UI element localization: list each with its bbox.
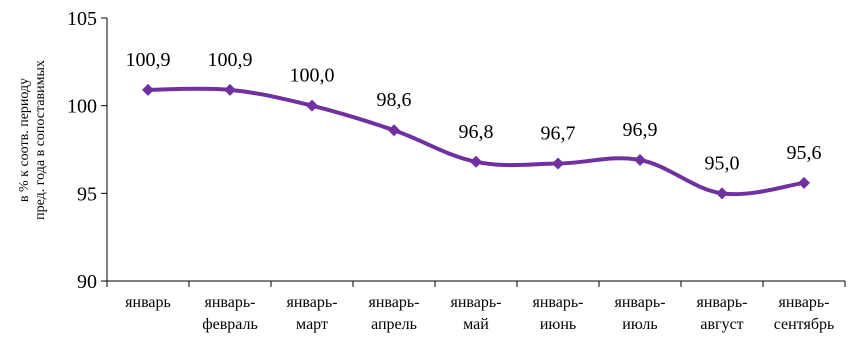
x-tick-label: январь-август xyxy=(697,294,748,333)
data-label: 96,8 xyxy=(459,121,494,143)
x-tick-label-line: январь- xyxy=(205,294,256,311)
data-point-marker xyxy=(470,155,482,168)
data-label: 100,0 xyxy=(290,65,335,87)
y-tick-label: 100 xyxy=(67,96,97,118)
y-axis-title-line-2: пред. года в сопоставимых xyxy=(33,60,48,220)
data-point-marker xyxy=(224,83,236,96)
x-tick-label-line: январь- xyxy=(451,294,502,311)
x-tick-label-line: январь- xyxy=(287,294,338,311)
x-tick-label-line: май xyxy=(463,316,489,333)
x-tick-label: январь-май xyxy=(451,294,502,333)
data-point-marker xyxy=(798,176,810,189)
x-tick-label: январь-март xyxy=(287,294,338,333)
axes xyxy=(106,18,845,282)
data-point-marker xyxy=(634,154,646,167)
series-markers xyxy=(142,83,810,200)
x-tick-label-line: январь xyxy=(125,294,171,311)
x-tick-label-line: январь- xyxy=(615,294,666,311)
y-tick-label: 95 xyxy=(77,183,97,205)
x-tick-label-line: январь- xyxy=(779,294,830,311)
x-tick-label: январь xyxy=(125,294,171,311)
x-tick-label: январь-июль xyxy=(615,294,666,333)
data-labels: 100,9 100,9 100,0 98,6 96,8 96,7 96,9 95,0 95,6 xyxy=(126,49,822,174)
y-axis-title: в % к соотв. периоду пред. года в сопост… xyxy=(17,60,48,220)
x-tick-label: январь-февраль xyxy=(202,294,258,333)
data-label: 98,6 xyxy=(377,89,412,111)
data-point-marker xyxy=(306,99,318,112)
x-tick-label: январь-апрель xyxy=(369,294,420,333)
data-point-marker xyxy=(716,187,728,200)
y-axis-title-line-1: в % к соотв. периоду xyxy=(17,78,32,202)
x-tick-label-line: апрель xyxy=(371,316,417,333)
data-point-marker xyxy=(142,83,154,96)
x-tick-label: январь-сентябрь xyxy=(774,294,835,333)
x-tick-label-line: сентябрь xyxy=(774,316,835,333)
data-label: 95,0 xyxy=(705,152,740,174)
x-axis-ticks: январь январь-февральянварь-мартянварь-ап… xyxy=(106,281,846,333)
x-tick-label: январь-июнь xyxy=(533,294,584,333)
x-tick-label-line: март xyxy=(296,316,328,333)
x-tick-label-line: январь- xyxy=(369,294,420,311)
data-point-marker xyxy=(388,124,400,137)
data-point-marker xyxy=(552,157,564,170)
x-tick-label-line: январь- xyxy=(533,294,584,311)
y-tick-label: 105 xyxy=(67,8,97,30)
data-label: 95,6 xyxy=(787,142,822,164)
data-label: 96,7 xyxy=(541,123,576,145)
x-tick-label-line: июнь xyxy=(540,316,576,333)
y-tick-label: 90 xyxy=(77,271,97,293)
x-tick-label-line: январь- xyxy=(697,294,748,311)
x-tick-label-line: июль xyxy=(622,316,657,333)
y-axis-ticks: 90 95 100 105 xyxy=(67,8,107,293)
data-label: 100,9 xyxy=(126,49,171,71)
data-label: 96,9 xyxy=(623,119,658,141)
x-tick-label-line: август xyxy=(700,316,743,333)
x-tick-label-line: февраль xyxy=(202,316,258,333)
data-label: 100,9 xyxy=(208,49,253,71)
